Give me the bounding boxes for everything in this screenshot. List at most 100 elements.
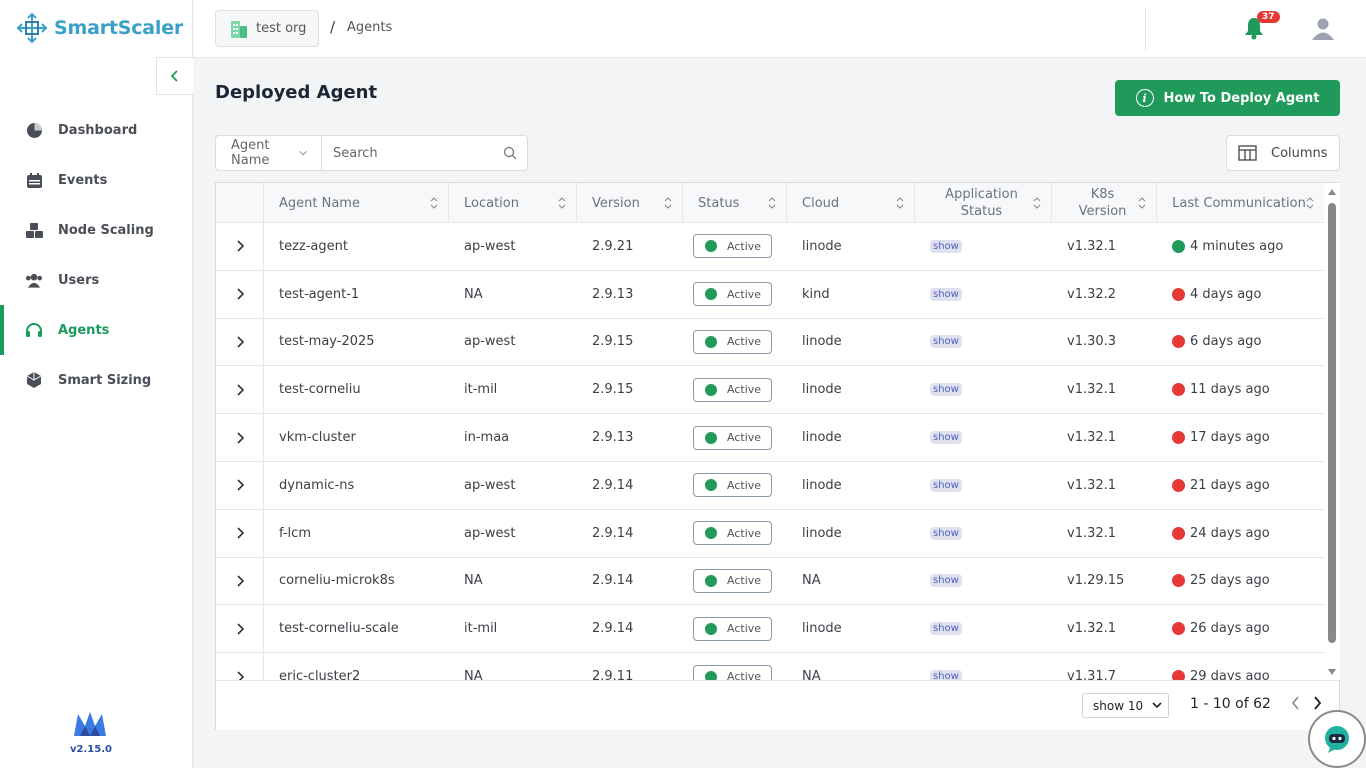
header-status[interactable]: Status bbox=[683, 183, 787, 223]
connection-status-dot-icon bbox=[1172, 478, 1185, 492]
expand-row-button[interactable] bbox=[216, 366, 264, 414]
building-icon bbox=[231, 20, 247, 38]
app-logo[interactable]: SmartScaler bbox=[16, 12, 183, 44]
scroll-up-arrow[interactable] bbox=[1328, 189, 1336, 195]
table-footer: show 10 1 - 10 of 62 bbox=[216, 680, 1339, 730]
expand-row-button[interactable] bbox=[216, 557, 264, 605]
breadcrumb-current: Agents bbox=[347, 20, 393, 35]
show-application-status-link[interactable]: show bbox=[930, 574, 962, 588]
last-communication-label: 11 days ago bbox=[1190, 382, 1270, 398]
header-application-status[interactable]: Application Status bbox=[915, 183, 1052, 223]
scroll-thumb[interactable] bbox=[1328, 203, 1336, 643]
status-label: Active bbox=[727, 526, 762, 540]
how-to-deploy-button[interactable]: i How To Deploy Agent bbox=[1115, 80, 1340, 116]
expand-row-button[interactable] bbox=[216, 509, 264, 557]
cell-last-communication: 24 days ago bbox=[1157, 510, 1324, 557]
next-page-button[interactable] bbox=[1311, 695, 1323, 715]
cell-agent-name: tezz-agent bbox=[279, 238, 348, 254]
sort-icon bbox=[1033, 197, 1041, 209]
status-badge: Active bbox=[693, 377, 773, 402]
expand-row-button[interactable] bbox=[216, 605, 264, 653]
sidebar-item-dashboard[interactable]: Dashboard bbox=[0, 105, 192, 155]
cell-agent-name: test-may-2025 bbox=[279, 334, 375, 350]
sidebar-item-label: Dashboard bbox=[58, 122, 138, 138]
collapse-sidebar-button[interactable] bbox=[156, 57, 193, 95]
status-badge: Active bbox=[693, 616, 773, 641]
show-application-status-link[interactable]: show bbox=[930, 526, 962, 540]
table-row[interactable]: tezz-agent ap-west 2.9.21 Active linode show v… bbox=[216, 223, 1324, 271]
header-location[interactable]: Location bbox=[449, 183, 577, 223]
expand-row-button[interactable] bbox=[216, 653, 264, 680]
sidebar-item-events[interactable]: Events bbox=[0, 155, 192, 205]
bell-icon bbox=[1245, 18, 1263, 40]
prev-page-button[interactable] bbox=[1290, 695, 1302, 715]
filter-select-value: Agent Name bbox=[231, 138, 270, 168]
table-row[interactable]: dynamic-ns ap-west 2.9.14 Active linode show v… bbox=[216, 461, 1324, 510]
table-row[interactable]: corneliu-microk8s NA 2.9.14 Active NA show v1.… bbox=[216, 557, 1324, 606]
user-avatar[interactable] bbox=[1311, 17, 1335, 41]
filter-field-select[interactable]: Agent Name bbox=[216, 136, 322, 170]
cell-status: Active bbox=[683, 414, 787, 461]
columns-button[interactable]: Columns bbox=[1226, 135, 1340, 171]
cell-location: it-mil bbox=[464, 621, 498, 637]
table-row[interactable]: test-may-2025 ap-west 2.9.15 Active linode sh… bbox=[216, 318, 1324, 367]
table-row[interactable]: f-lcm ap-west 2.9.14 Active linode show v1.32.… bbox=[216, 509, 1324, 558]
cell-version: 2.9.15 bbox=[592, 334, 634, 350]
show-application-status-link[interactable]: show bbox=[930, 239, 962, 253]
show-application-status-link[interactable]: show bbox=[930, 287, 962, 301]
chat-assistant-button[interactable] bbox=[1308, 710, 1366, 768]
cell-status: Active bbox=[683, 271, 787, 318]
table-row[interactable]: test-corneliu it-mil 2.9.15 Active linode sho… bbox=[216, 366, 1324, 415]
cell-location: NA bbox=[464, 286, 483, 302]
version-label: v2.15.0 bbox=[70, 744, 112, 755]
expand-row-button[interactable] bbox=[216, 270, 264, 318]
page-title: Deployed Agent bbox=[215, 82, 378, 103]
org-selector[interactable]: test org bbox=[215, 10, 319, 47]
header-label: Status bbox=[698, 195, 740, 211]
show-application-status-link[interactable]: show bbox=[930, 383, 962, 397]
header-k8s-version[interactable]: K8s Version bbox=[1052, 183, 1157, 223]
chevron-right-icon bbox=[236, 384, 244, 396]
table-row[interactable]: test-corneliu-scale it-mil 2.9.14 Active lin… bbox=[216, 605, 1324, 654]
sidebar-item-node-scaling[interactable]: Node Scaling bbox=[0, 205, 192, 255]
header-agent-name[interactable]: Agent Name bbox=[264, 183, 449, 223]
show-application-status-link[interactable]: show bbox=[930, 335, 962, 349]
cell-k8s-version: v1.32.1 bbox=[1067, 621, 1117, 637]
header-last-communication[interactable]: Last Communication bbox=[1157, 183, 1324, 223]
expand-row-button[interactable] bbox=[216, 414, 264, 461]
last-communication-label: 4 days ago bbox=[1190, 286, 1262, 302]
sidebar-item-agents[interactable]: Agents bbox=[0, 305, 192, 355]
notifications-button[interactable] bbox=[1243, 16, 1265, 40]
sort-icon bbox=[558, 197, 566, 209]
show-application-status-link[interactable]: show bbox=[930, 431, 962, 445]
expand-row-button[interactable] bbox=[216, 223, 264, 270]
table-row[interactable]: vkm-cluster in-maa 2.9.13 Active linode show v… bbox=[216, 414, 1324, 462]
table-row[interactable]: test-agent-1 NA 2.9.13 Active kind show v1.32.… bbox=[216, 270, 1324, 319]
status-dot-icon bbox=[705, 574, 717, 587]
cell-last-communication: 25 days ago bbox=[1157, 558, 1324, 605]
status-label: Active bbox=[727, 478, 762, 492]
expand-row-button[interactable] bbox=[216, 318, 264, 366]
columns-button-label: Columns bbox=[1271, 145, 1328, 161]
show-application-status-link[interactable]: show bbox=[930, 670, 962, 680]
header-cloud[interactable]: Cloud bbox=[787, 183, 915, 223]
sidebar-item-users[interactable]: Users bbox=[0, 255, 192, 305]
scroll-down-arrow[interactable] bbox=[1328, 669, 1336, 675]
version-info: v2.15.0 bbox=[70, 710, 112, 755]
show-application-status-link[interactable]: show bbox=[930, 622, 962, 636]
sidebar-item-smart-sizing[interactable]: Smart Sizing bbox=[0, 355, 192, 405]
search-icon[interactable] bbox=[503, 146, 517, 160]
status-label: Active bbox=[727, 670, 762, 680]
table-row[interactable]: eric-cluster2 NA 2.9.11 Active NA show v1.31.7… bbox=[216, 653, 1324, 680]
page-size-select[interactable]: show 10 bbox=[1082, 693, 1169, 718]
show-application-status-link[interactable]: show bbox=[930, 478, 962, 492]
cell-application-status: show bbox=[915, 223, 1052, 270]
search-input[interactable] bbox=[333, 145, 503, 161]
header-version[interactable]: Version bbox=[577, 183, 683, 223]
expand-row-button[interactable] bbox=[216, 461, 264, 509]
crown-logo-icon bbox=[74, 712, 106, 736]
cell-k8s-version: v1.32.1 bbox=[1067, 525, 1117, 541]
last-communication-label: 25 days ago bbox=[1190, 573, 1270, 589]
app-name: SmartScaler bbox=[54, 17, 184, 39]
table-scrollbar[interactable] bbox=[1324, 183, 1340, 680]
